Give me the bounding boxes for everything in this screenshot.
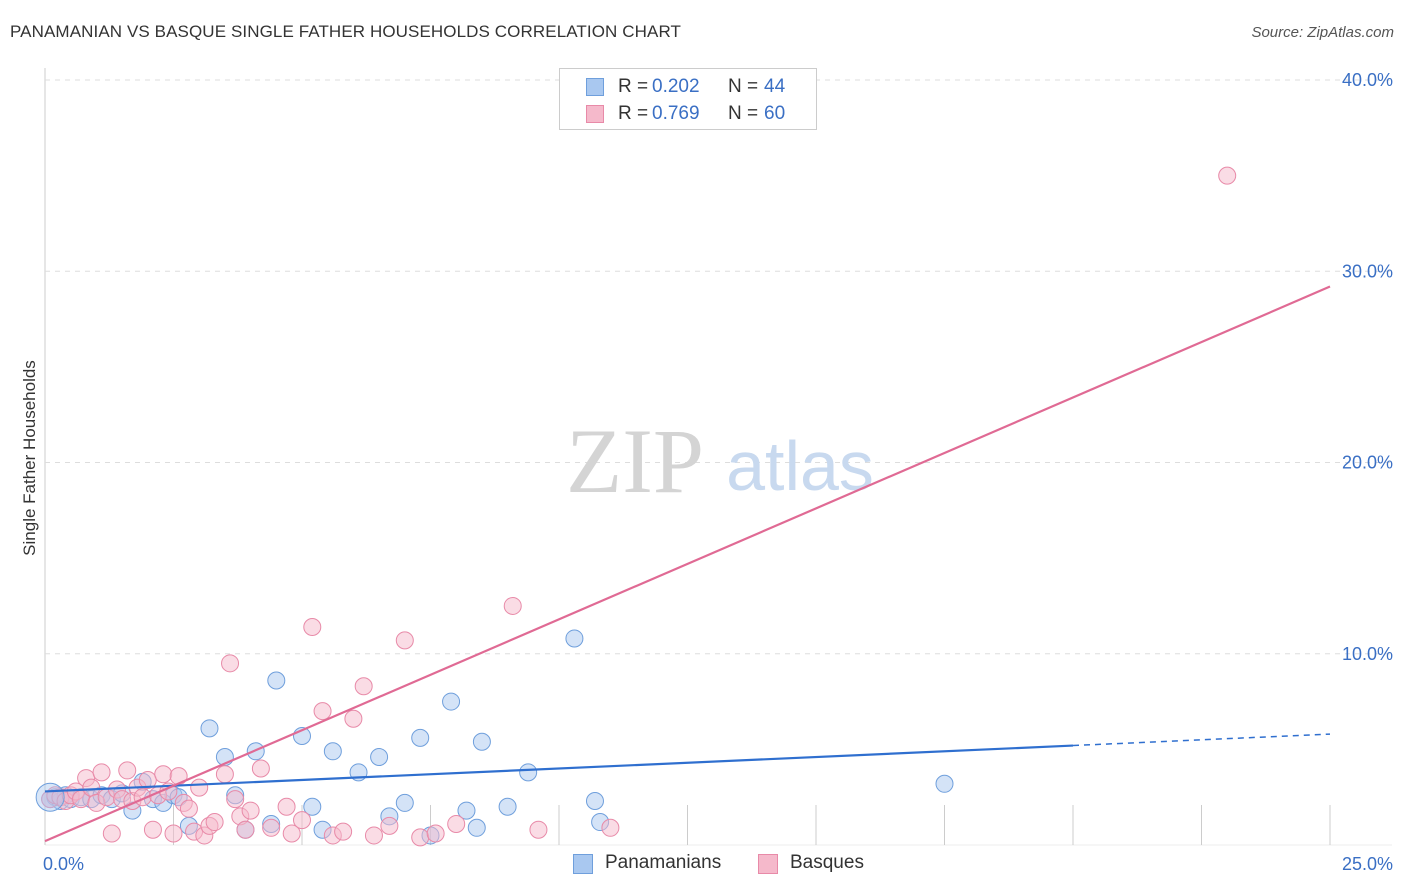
point-basque [303,617,322,636]
point-panamanian [472,732,491,751]
point-basque [82,778,101,797]
bottom-legend-label: Basques [790,852,864,873]
point-basque [529,820,548,839]
legend-swatch-pink [586,105,604,123]
watermark-atlas: atlas [726,427,874,505]
point-basque [426,824,445,843]
point-panamanian [442,692,461,711]
point-basque [215,765,234,784]
point-basque [354,677,373,696]
point-panamanian [323,742,342,761]
point-basque [226,790,245,809]
point-panamanian [585,792,604,811]
point-basque [313,702,332,721]
point-basque [241,801,260,820]
point-basque [221,654,240,673]
point-panamanian [498,797,517,816]
legend-r-value: 0.769 [652,103,700,124]
point-basque [277,797,296,816]
data-points [35,166,1237,847]
legend-n-value: 60 [764,103,786,124]
point-basque [601,818,620,837]
y-tick-label: 20.0% [1342,453,1393,473]
point-basque [334,822,353,841]
source-credit: Source: ZipAtlas.com [1251,24,1394,41]
point-basque [190,778,209,797]
legend-r-label: R = [618,103,649,124]
point-panamanian [370,748,389,767]
point-basque [411,828,430,847]
bottom-legend-swatch-pink [758,854,778,874]
point-basque [503,596,522,615]
point-basque [1218,166,1237,185]
point-basque [143,820,162,839]
point-basque [282,824,301,843]
bottom-legend-label: Panamanians [605,852,722,873]
y-tick-label: 40.0% [1342,70,1393,90]
point-basque [251,759,270,778]
point-basque [344,709,363,728]
point-basque [447,814,466,833]
tick-labels: 10.0% 20.0% 30.0% 40.0% 0.0% 25.0% [43,70,1393,874]
point-basque [364,826,383,845]
point-basque [92,763,111,782]
point-panamanian [267,671,286,690]
point-cluster-origin [35,782,65,812]
point-panamanian [303,797,322,816]
legend-r-value: 0.202 [652,76,700,97]
point-basque [395,631,414,650]
point-basque [118,761,137,780]
legend-r-label: R = [618,76,649,97]
point-basque [164,824,183,843]
legend: R = 0.202 N = 44 R = 0.769 N = 60 [559,68,817,130]
point-panamanian [200,719,219,738]
point-basque [102,824,121,843]
point-panamanian [565,629,584,648]
y-tick-label: 30.0% [1342,261,1393,281]
point-panamanian [467,818,486,837]
point-basque [262,818,281,837]
watermark-zip: ZIP [566,410,704,512]
point-basque [154,765,173,784]
bottom-legend-swatch-blue [573,854,593,874]
point-basque [205,813,224,832]
watermark: ZIP atlas [566,410,874,512]
point-basque [293,811,311,830]
trendline-panamanians [44,744,1074,793]
legend-n-label: N = [728,103,759,124]
trendlines [44,285,1331,843]
point-panamanian [935,774,954,793]
point-basque [380,816,399,835]
x-tick-label: 0.0% [43,854,84,874]
trendline-panamanians-extension [1072,733,1331,747]
y-tick-label: 10.0% [1342,644,1393,664]
x-tick-label: 25.0% [1342,854,1393,874]
point-panamanian [519,763,538,782]
point-panamanian [395,793,414,812]
chart-title: PANAMANIAN VS BASQUE SINGLE FATHER HOUSE… [10,22,682,41]
legend-swatch-blue [586,78,604,96]
point-basque [179,799,198,818]
trendline-basques [44,285,1331,843]
point-panamanian [411,728,430,747]
legend-n-label: N = [728,76,759,97]
grid-lines [44,68,1392,846]
legend-n-value: 44 [764,76,786,97]
point-panamanian [457,801,476,820]
point-basque [236,820,255,839]
